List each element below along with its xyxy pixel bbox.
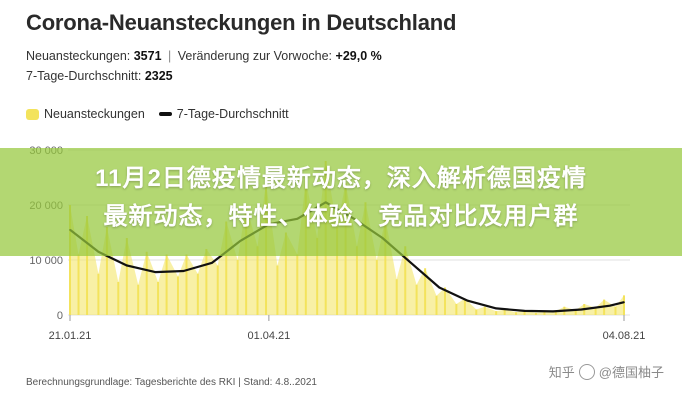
stats-separator: |: [168, 49, 172, 63]
line-point: [154, 271, 157, 273]
overlay-banner-line-1: 11月2日德疫情最新动态，深入解析德国疫情: [95, 165, 587, 192]
overlay-banner-line-2: 最新动态，特性、体验、竞品对比及用户群: [103, 203, 579, 230]
legend-label-bars: Neuansteckungen: [44, 107, 145, 121]
line-point: [182, 270, 185, 272]
legend-item-bars: Neuansteckungen: [26, 107, 145, 121]
line-point: [211, 261, 213, 264]
y-tick-label: 0: [57, 310, 63, 322]
legend-swatch-yellow: [26, 108, 39, 120]
watermark-site: 知乎: [548, 365, 575, 380]
legend-label-line: 7-Tage-Durchschnitt: [176, 107, 289, 121]
x-tick-label: 01.04.21: [247, 330, 290, 342]
x-tick-label: 21.01.21: [49, 330, 92, 342]
weekly-change-value: +29,0 %: [335, 49, 382, 63]
y-tick-label: 10 000: [29, 255, 63, 267]
line-point: [623, 301, 625, 304]
line-point: [438, 286, 441, 289]
legend-item-line: 7-Tage-Durchschnitt: [158, 107, 289, 121]
watermark: 知乎 @德国柚子: [549, 362, 664, 381]
source-note: Berechnungsgrundlage: Tagesberichte des …: [26, 377, 317, 388]
line-point: [126, 264, 128, 267]
overlay-banner: [0, 148, 682, 256]
seven-day-average-label: 7-Tage-Durchschnitt:: [26, 69, 142, 83]
watermark-avatar-icon: [578, 363, 595, 380]
overlay-banner-text: 11月2日德疫情最新动态，深入解析德国疫情 最新动态，特性、体验、竞品对比及用户…: [0, 160, 682, 236]
line-point: [608, 304, 611, 307]
line-point: [552, 310, 554, 313]
new-infections-label: Neuansteckungen:: [26, 49, 131, 63]
legend-swatch-black: [158, 112, 172, 116]
x-tick-label: 04.08.21: [603, 330, 646, 342]
line-point: [410, 261, 412, 264]
stats-row-2: 7-Tage-Durchschnitt: 2325: [26, 69, 173, 83]
stats-row-1: Neuansteckungen: 3571 | Veränderung zur …: [26, 49, 382, 63]
line-point: [466, 299, 469, 302]
new-infections-value: 3571: [133, 49, 162, 63]
watermark-handle: @德国柚子: [598, 365, 664, 380]
weekly-change-label: Veränderung zur Vorwoche:: [177, 49, 333, 63]
line-point: [523, 310, 526, 312]
chart-legend: Neuansteckungen 7-Tage-Durchschnitt: [26, 107, 303, 121]
seven-day-average-value: 2325: [144, 69, 173, 83]
line-point: [580, 308, 583, 311]
chart-title: Corona-Neuansteckungen in Deutschland: [26, 10, 457, 35]
line-point: [495, 307, 497, 310]
